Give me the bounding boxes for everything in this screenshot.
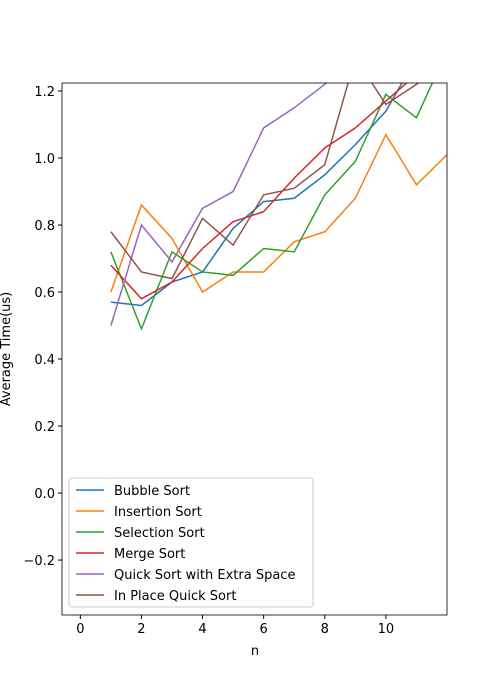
legend-label: In Place Quick Sort xyxy=(114,589,236,604)
legend-label: Bubble Sort xyxy=(114,484,190,499)
y-axis-label: Average Time(us) xyxy=(0,292,14,407)
y-tick-label: 0.4 xyxy=(34,353,55,368)
series-line xyxy=(110,83,420,280)
x-tick-label: 8 xyxy=(321,622,329,637)
series-line xyxy=(110,83,434,331)
legend-label: Quick Sort with Extra Space xyxy=(114,568,295,583)
x-tick-label: 2 xyxy=(137,622,145,637)
series-line xyxy=(110,83,403,307)
x-tick-label: 0 xyxy=(76,622,84,637)
y-tick-label: 0.8 xyxy=(34,219,55,234)
y-tick-label: 1.2 xyxy=(34,85,55,100)
legend-label: Merge Sort xyxy=(114,547,185,562)
x-tick-label: 6 xyxy=(260,622,268,637)
y-tick-label: −0.2 xyxy=(23,554,55,569)
y-tick-label: 0.0 xyxy=(34,487,55,502)
series-line xyxy=(110,83,408,300)
x-tick-label: 4 xyxy=(198,622,206,637)
y-tick-label: 0.6 xyxy=(34,286,55,301)
x-tick-label: 10 xyxy=(378,622,395,637)
legend-label: Selection Sort xyxy=(114,526,205,541)
y-tick-label: 1.0 xyxy=(34,152,55,167)
legend-label: Insertion Sort xyxy=(114,505,202,520)
plot-area xyxy=(110,83,447,331)
series-line xyxy=(110,83,328,326)
legend-box xyxy=(68,477,314,608)
y-tick-label: 0.2 xyxy=(34,420,55,435)
plot-frame xyxy=(61,82,448,616)
x-axis-label: n xyxy=(251,644,259,659)
series-line xyxy=(110,133,447,294)
